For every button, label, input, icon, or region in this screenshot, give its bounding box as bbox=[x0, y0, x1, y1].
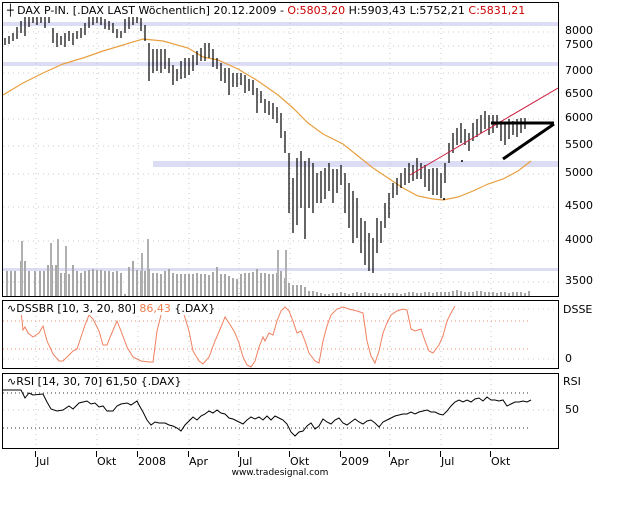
moving-average-line bbox=[3, 38, 532, 201]
y-tick: 5500 bbox=[565, 138, 593, 151]
rsi-name: RSI [14, 30, 70] bbox=[16, 375, 103, 388]
rsi-symbol: {.DAX} bbox=[140, 375, 182, 388]
chart-title: DAX P-IN. [.DAX LAST Wöchentlich] 20.12.… bbox=[17, 4, 277, 17]
rsi-pane-label: RSI bbox=[563, 375, 581, 388]
x-tick: Jul bbox=[239, 455, 253, 468]
x-tick: Apr bbox=[390, 455, 410, 468]
footer-link[interactable]: www.tradesignal.com bbox=[231, 468, 329, 478]
close-value: C:5831,21 bbox=[468, 4, 526, 17]
dss-pane-label: DSSE bbox=[563, 303, 593, 316]
y-tick: 7500 bbox=[565, 38, 593, 51]
x-tick: Jul bbox=[36, 455, 50, 468]
dss-symbol: {.DAX} bbox=[174, 302, 216, 315]
dss-value: 86,43 bbox=[139, 302, 171, 315]
volume-bars bbox=[6, 239, 530, 296]
rsi-indicator-pane[interactable]: ∿RSI [14, 30, 70] 61,50 {.DAX} bbox=[2, 373, 559, 449]
open-value: O:5803,20 bbox=[287, 4, 346, 17]
grid bbox=[3, 3, 558, 296]
dss-line bbox=[20, 305, 456, 368]
x-tick: Apr bbox=[189, 455, 209, 468]
line-icon: ∿ bbox=[7, 302, 17, 315]
dss-axis-tick: 0 bbox=[565, 352, 572, 365]
rsi-line bbox=[3, 389, 532, 437]
rsi-value: 61,50 bbox=[105, 375, 138, 388]
y-tick: 8000 bbox=[565, 24, 593, 37]
y-tick: 3500 bbox=[565, 274, 593, 287]
x-tick: Jul bbox=[441, 455, 455, 468]
rsi-axis-tick: 50 bbox=[565, 403, 579, 416]
dss-indicator-pane[interactable]: ∿DSSBR [10, 3, 20, 80] 86,43 {.DAX} bbox=[2, 300, 559, 369]
support-bands bbox=[3, 22, 558, 271]
upper-trend-line bbox=[409, 87, 558, 176]
x-tick: 2008 bbox=[138, 455, 166, 468]
dss-chart-canvas bbox=[3, 301, 558, 368]
low-value: L:5752,21 bbox=[409, 4, 465, 17]
rsi-chart-canvas bbox=[3, 374, 558, 448]
x-tick: 2009 bbox=[341, 455, 369, 468]
chart-header: ┼ DAX P-IN. [.DAX LAST Wöchentlich] 20.1… bbox=[7, 4, 528, 17]
x-tick: Okt bbox=[491, 455, 511, 468]
x-tick: Okt bbox=[290, 455, 310, 468]
y-tick: 6000 bbox=[565, 111, 593, 124]
x-tick: Okt bbox=[97, 455, 117, 468]
y-tick: 5000 bbox=[565, 166, 593, 179]
high-value: H:5903,43 bbox=[348, 4, 407, 17]
bar-chart-icon: ┼ bbox=[7, 4, 14, 17]
y-tick: 4500 bbox=[565, 199, 593, 212]
price-chart-pane[interactable]: ┼ DAX P-IN. [.DAX LAST Wöchentlich] 20.1… bbox=[2, 2, 559, 297]
dss-name: DSSBR [10, 3, 20, 80] bbox=[16, 302, 136, 315]
y-tick: 4000 bbox=[565, 233, 593, 246]
price-bars bbox=[4, 13, 526, 273]
y-tick: 6500 bbox=[565, 87, 593, 100]
rsi-legend: ∿RSI [14, 30, 70] 61,50 {.DAX} bbox=[7, 375, 184, 388]
dss-legend: ∿DSSBR [10, 3, 20, 80] 86,43 {.DAX} bbox=[7, 302, 218, 315]
line-icon: ∿ bbox=[7, 375, 17, 388]
y-tick: 7000 bbox=[565, 64, 593, 77]
triangle-pattern bbox=[491, 121, 555, 161]
price-chart-canvas bbox=[3, 3, 558, 296]
